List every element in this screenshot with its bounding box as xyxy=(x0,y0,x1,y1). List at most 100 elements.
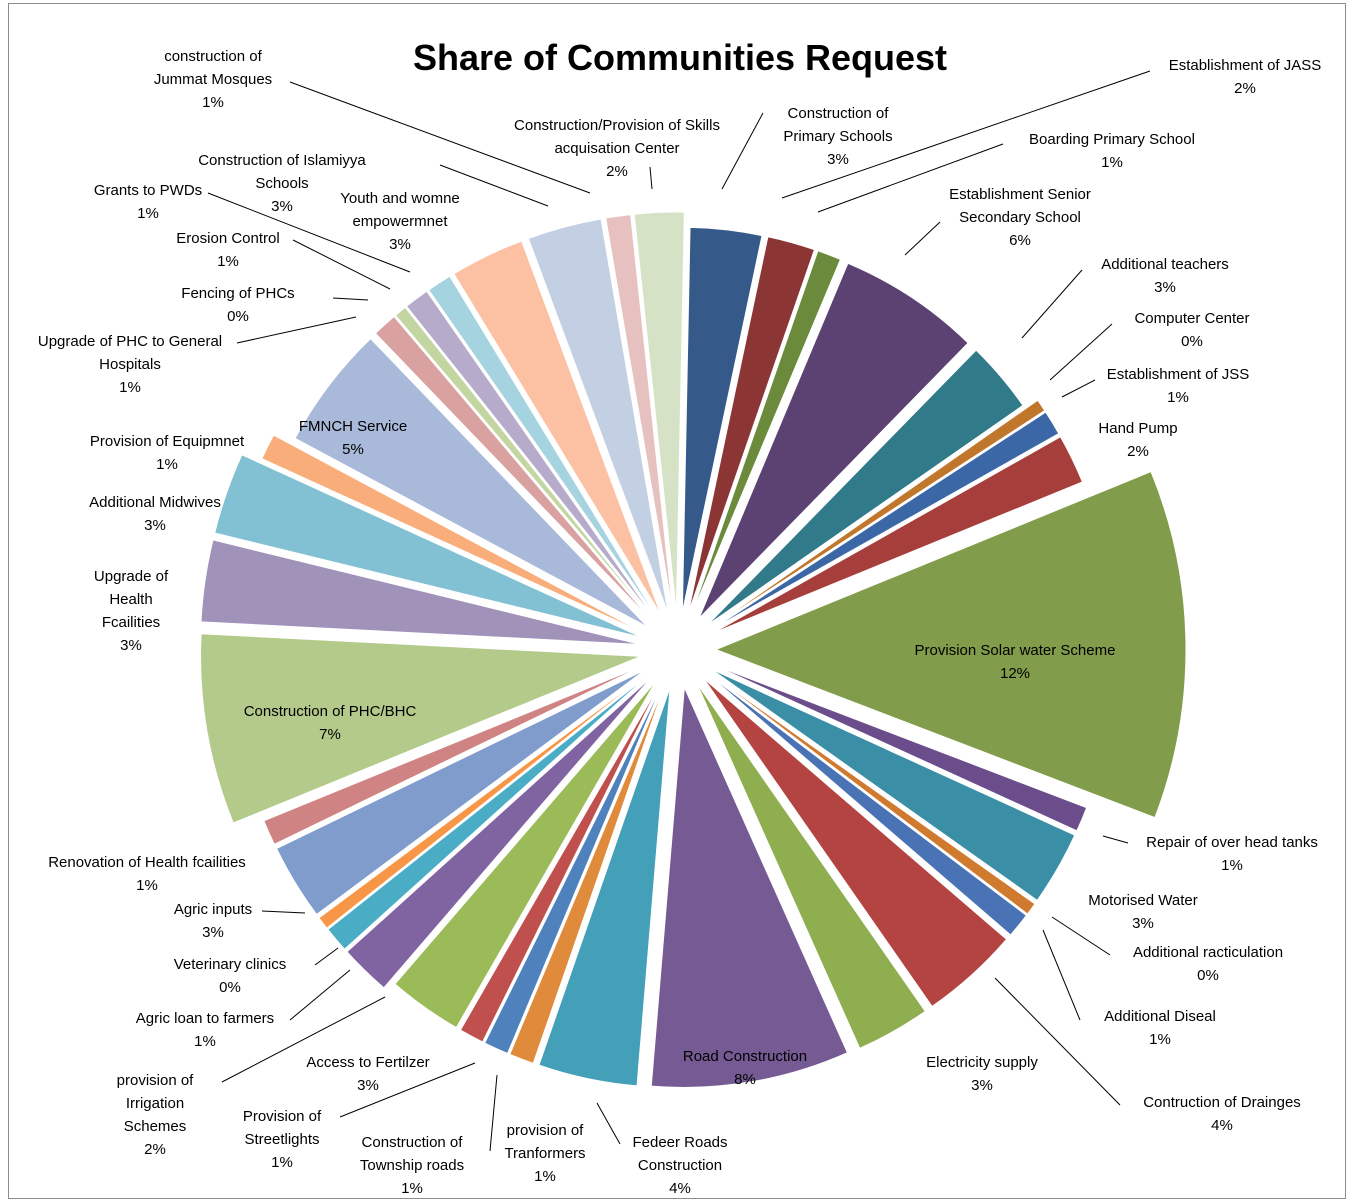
pie-slice xyxy=(538,687,671,1087)
pie-slice xyxy=(453,240,662,617)
leader-line xyxy=(261,910,306,914)
pie-slice xyxy=(691,250,842,615)
pie-slice xyxy=(711,436,1084,634)
data-label: Additional racticulation 0% xyxy=(1133,944,1283,984)
data-label: Road Construction 8% xyxy=(683,1048,807,1088)
leader-line xyxy=(1102,835,1129,844)
data-label: Motorised Water 3% xyxy=(1088,892,1197,932)
pie-slice xyxy=(707,673,1028,936)
pie-slice xyxy=(346,676,652,989)
data-label: Construction of PHC/BHC 7% xyxy=(244,703,417,743)
pie-slice xyxy=(714,470,1187,819)
leader-line xyxy=(1061,379,1096,398)
leader-line xyxy=(339,1062,476,1118)
pie-slice xyxy=(708,672,1036,915)
data-label: Construction/Provision of Skills acquisat… xyxy=(514,117,720,180)
pie-slice xyxy=(712,664,1088,832)
leader-line xyxy=(314,947,339,966)
data-label: Upgrade of Health Fcailities 3% xyxy=(94,568,169,654)
data-label: Agric inputs 3% xyxy=(174,901,252,941)
leader-line xyxy=(289,81,591,194)
pie-slice xyxy=(394,306,655,621)
data-label: Electricity supply 3% xyxy=(926,1054,1038,1094)
pie-slice xyxy=(698,262,969,619)
pie-slice xyxy=(681,226,763,613)
pie-slice xyxy=(709,399,1046,630)
pie-slice xyxy=(214,454,643,639)
data-label: Additional teachers 3% xyxy=(1101,256,1229,296)
chart-title: Share of Communities Request xyxy=(413,37,947,78)
data-label: Establishment of JASS 2% xyxy=(1169,57,1322,97)
pie-slice xyxy=(318,672,649,929)
leader-line xyxy=(332,297,369,301)
data-label: Renovation of Health fcailities 1% xyxy=(48,854,246,894)
data-label: Construction of Islamiyya Schools 3% xyxy=(198,152,366,215)
pie-slice xyxy=(263,665,644,845)
pie-slice xyxy=(459,683,661,1043)
data-label: Additional Diseal 1% xyxy=(1104,1008,1216,1048)
leader-line xyxy=(489,1074,498,1152)
data-label: FMNCH Service 5% xyxy=(299,418,407,458)
data-label: Provision Solar water Scheme 12% xyxy=(915,642,1116,682)
data-label: Hand Pump 2% xyxy=(1098,420,1177,460)
data-label: construction of Jummat Mosques 1% xyxy=(154,48,272,111)
pie-slice xyxy=(427,275,658,619)
data-label: Establishment of JSS 1% xyxy=(1107,366,1250,406)
leader-line xyxy=(817,143,1004,213)
slices-group xyxy=(200,211,1187,1088)
leader-line xyxy=(207,192,411,273)
data-label: Fencing of PHCs 0% xyxy=(181,285,294,325)
pie-slice xyxy=(200,633,641,824)
pie-slice xyxy=(327,674,650,950)
data-label: Erosion Control 1% xyxy=(176,230,279,270)
leader-line xyxy=(439,164,549,207)
pie-slice xyxy=(710,668,1076,902)
leader-line xyxy=(781,70,1151,199)
leader-line xyxy=(994,977,1121,1106)
data-label: provision of Tranformers 1% xyxy=(504,1122,585,1185)
data-label: Grants to PWDs 1% xyxy=(94,182,202,222)
data-label: Upgrade of PHC to General Hospitals 1% xyxy=(38,333,222,396)
data-label: provision of Irrigation Schemes 2% xyxy=(117,1072,195,1158)
pie-slice xyxy=(527,218,669,614)
leader-line xyxy=(904,221,941,256)
pie-slice xyxy=(605,214,674,613)
leader-line xyxy=(1051,916,1111,956)
pie-slice xyxy=(650,687,849,1088)
data-labels-group: Construction of Primary Schools 3% Establis… xyxy=(38,48,1321,1197)
leader-lines-group xyxy=(207,70,1151,1152)
data-label: Boarding Primary School 1% xyxy=(1029,131,1195,171)
pie-slice xyxy=(509,685,665,1064)
leader-line xyxy=(1042,929,1081,1021)
leader-line xyxy=(289,969,351,1021)
pie-slice xyxy=(200,539,641,645)
data-label: Youth and womne empowermnet 3% xyxy=(340,190,460,253)
leader-line xyxy=(721,112,764,190)
data-label: Construction of Primary Schools 3% xyxy=(783,105,892,168)
leader-line xyxy=(1021,269,1083,339)
pie-slice xyxy=(374,315,653,623)
pie-slice xyxy=(405,290,656,620)
data-label: Fedeer Roads Construction 4% xyxy=(632,1134,727,1197)
data-label: Computer Center 0% xyxy=(1134,310,1249,350)
data-label: Agric loan to farmers 1% xyxy=(136,1010,274,1050)
data-label: Provision of Equipmnet 1% xyxy=(90,433,245,473)
data-label: Contruction of Drainges 4% xyxy=(1143,1094,1301,1134)
data-label: Repair of over head tanks 1% xyxy=(1146,834,1318,874)
data-label: Veterinary clinics 0% xyxy=(174,956,287,996)
pie-slice xyxy=(687,236,816,614)
pie-slice xyxy=(706,349,1024,626)
leader-line xyxy=(649,166,653,190)
leader-line xyxy=(221,996,386,1083)
data-label: Access to Fertilzer 3% xyxy=(306,1054,429,1094)
pie-slice xyxy=(703,677,1008,1008)
pie-slice xyxy=(484,684,663,1055)
pie-slice xyxy=(261,434,645,634)
pie-slice xyxy=(275,669,646,916)
pie-slice xyxy=(633,211,685,613)
leader-line xyxy=(236,316,357,344)
leader-line xyxy=(596,1102,621,1145)
pie-slice xyxy=(394,680,657,1029)
data-label: Additional Midwives 3% xyxy=(89,494,221,534)
